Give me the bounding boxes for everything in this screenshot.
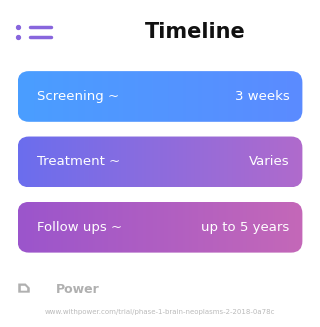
Text: Power: Power <box>56 283 100 296</box>
Text: 3 weeks: 3 weeks <box>235 90 290 103</box>
Polygon shape <box>21 286 27 291</box>
Text: Timeline: Timeline <box>145 22 245 42</box>
Text: up to 5 years: up to 5 years <box>201 221 290 234</box>
Text: Varies: Varies <box>249 155 290 168</box>
Text: Follow ups ~: Follow ups ~ <box>37 221 122 234</box>
Text: Screening ~: Screening ~ <box>37 90 119 103</box>
Text: www.withpower.com/trial/phase-1-brain-neoplasms-2-2018-0a78c: www.withpower.com/trial/phase-1-brain-ne… <box>45 309 275 315</box>
Polygon shape <box>18 284 30 293</box>
Text: Treatment ~: Treatment ~ <box>37 155 120 168</box>
